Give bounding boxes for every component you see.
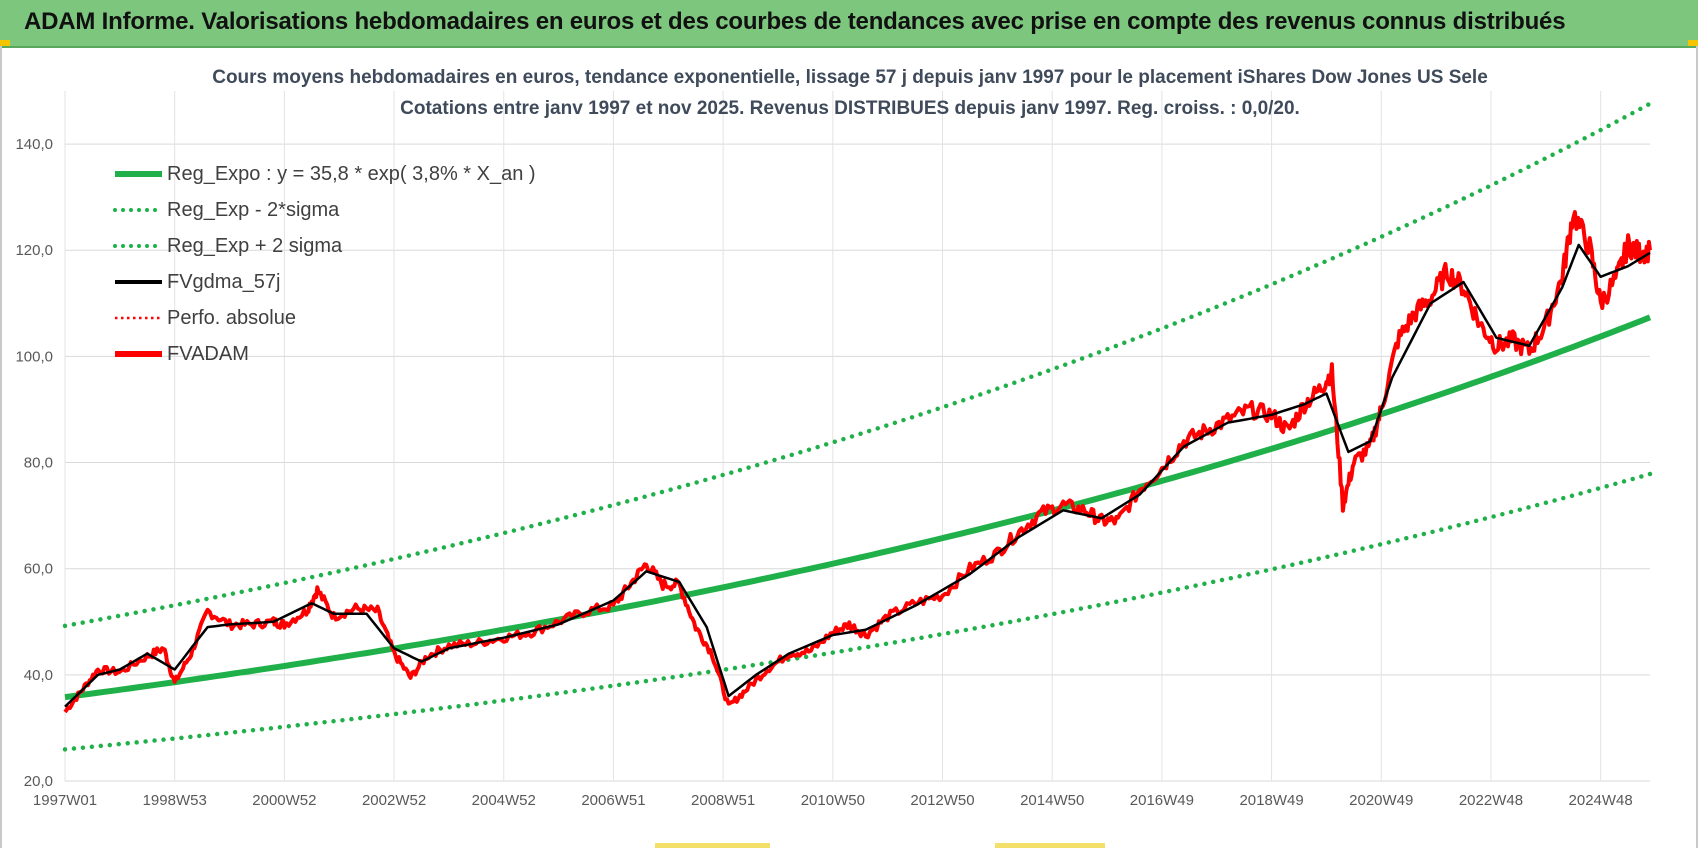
y-tick-label: 60,0 (24, 561, 53, 578)
bottom-marker (655, 843, 770, 848)
series-reg-upper (62, 101, 1653, 629)
grid-lines (64, 91, 1650, 782)
legend-item-fvgdma: FVgdma_57j (115, 271, 280, 293)
legend-label: Reg_Exp + 2 sigma (167, 235, 343, 257)
legend-item-fvadam: FVADAM (115, 343, 249, 365)
x-tick-label: 2012W50 (910, 792, 974, 809)
corner-marker-right (1688, 40, 1698, 46)
x-tick-label: 2024W48 (1569, 792, 1633, 809)
y-tick-label: 40,0 (24, 667, 53, 684)
legend-label: FVADAM (167, 343, 249, 365)
y-tick-label: 100,0 (15, 348, 53, 365)
legend-label: Reg_Exp - 2*sigma (167, 199, 340, 221)
x-tick-label: 2010W50 (801, 792, 865, 809)
x-tick-label: 1998W53 (143, 792, 207, 809)
series-reg-lower (62, 471, 1653, 752)
page-title: ADAM Informe. Valorisations hebdomadaire… (24, 8, 1566, 35)
legend-item-reg-lower: Reg_Exp - 2*sigma (113, 199, 340, 221)
series-reg-expo (64, 314, 1652, 701)
legend-item-perfo: Perfo. absolue (115, 307, 296, 329)
x-tick-label: 2022W48 (1459, 792, 1523, 809)
header-banner: ADAM Informe. Valorisations hebdomadaire… (0, 0, 1698, 48)
legend-item-reg-expo: Reg_Expo : y = 35,8 * exp( 3,8% * X_an ) (115, 163, 536, 185)
x-tick-label: 2002W52 (362, 792, 426, 809)
y-tick-label: 140,0 (15, 136, 53, 153)
series-fvgdma-57j (64, 243, 1651, 708)
legend: Reg_Expo : y = 35,8 * exp( 3,8% * X_an )… (113, 163, 536, 365)
x-tick-label: 2000W52 (252, 792, 316, 809)
chart-area: 20,0 40,0 60,0 80,0 100,0 120,0 140,0 1997W01 1… (0, 46, 1698, 848)
x-tick-label: 2014W50 (1020, 792, 1084, 809)
y-tick-label: 120,0 (15, 242, 53, 259)
x-tick-label: 2020W49 (1349, 792, 1413, 809)
bottom-marker (995, 843, 1105, 848)
x-tick-label: 1997W01 (33, 792, 97, 809)
corner-marker-left (0, 40, 10, 46)
legend-label: Reg_Expo : y = 35,8 * exp( 3,8% * X_an ) (167, 163, 536, 185)
legend-label: Perfo. absolue (167, 307, 296, 329)
x-tick-label: 2016W49 (1130, 792, 1194, 809)
y-tick-label: 20,0 (24, 773, 53, 790)
x-tick-label: 2006W51 (581, 792, 645, 809)
legend-label: FVgdma_57j (167, 271, 280, 293)
x-tick-label: 2018W49 (1239, 792, 1303, 809)
legend-item-reg-upper: Reg_Exp + 2 sigma (113, 235, 343, 257)
chart-subtitle: Cotations entre janv 1997 et nov 2025. R… (400, 98, 1300, 119)
y-tick-label: 80,0 (24, 455, 53, 472)
x-axis-ticks: 1997W01 1998W53 2000W52 2002W52 2004W52 2006W… (33, 792, 1633, 809)
x-tick-label: 2004W52 (472, 792, 536, 809)
chart-title: Cours moyens hebdomadaires en euros, ten… (212, 67, 1488, 88)
y-axis-ticks: 20,0 40,0 60,0 80,0 100,0 120,0 140,0 (15, 136, 53, 790)
series-layer (62, 101, 1653, 752)
x-tick-label: 2008W51 (691, 792, 755, 809)
